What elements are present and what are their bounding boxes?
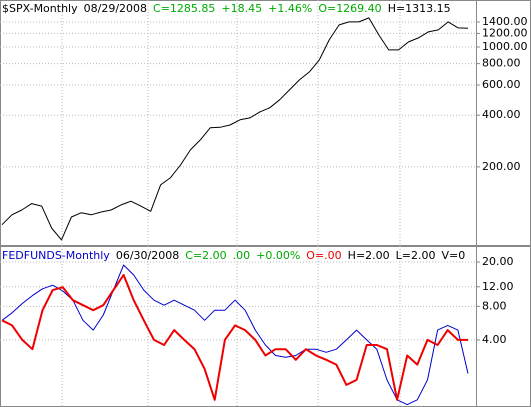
series-line	[1, 17, 469, 241]
header-item: 08/29/2008	[84, 2, 147, 15]
header-item: .00	[233, 249, 251, 262]
header-item: C=2.00	[185, 249, 226, 262]
y-tick-label: 1400.00	[482, 15, 528, 28]
header-item: C=1285.85	[153, 2, 215, 15]
y-tick-label: 400.00	[482, 108, 521, 121]
y-tick-label: 4.00	[482, 333, 507, 346]
header-item: O=1269.40	[318, 2, 381, 15]
y-tick-label: 8.00	[482, 299, 507, 312]
header-item: FEDFUNDS-Monthly	[2, 249, 110, 262]
header-item: O=.00	[306, 249, 341, 262]
header-item: V=0	[442, 249, 466, 262]
y-tick-label: 600.00	[482, 78, 521, 91]
header-item: +18.45	[221, 2, 262, 15]
header-item: H=2.00	[348, 249, 390, 262]
header-item: 06/30/2008	[116, 249, 179, 262]
header-item: L=2.00	[396, 249, 436, 262]
y-tick-label: 800.00	[482, 57, 521, 70]
y-tick-label: 200.00	[482, 160, 521, 173]
price-panel	[0, 0, 531, 246]
header-item: +0.00%	[256, 249, 300, 262]
header-item: +1.46%	[268, 2, 312, 15]
header-item: H=1313.15	[388, 2, 451, 15]
header-item: $SPX-Monthly	[2, 2, 78, 15]
vertical-grid	[61, 0, 401, 407]
series-line	[1, 274, 468, 401]
y-tick-label: 1200.00	[482, 26, 528, 39]
y-tick-label: 1000.00	[482, 40, 528, 53]
series-line	[1, 264, 469, 406]
y-tick-label: 12.00	[482, 280, 514, 293]
y-tick-label: 20.00	[482, 255, 514, 268]
